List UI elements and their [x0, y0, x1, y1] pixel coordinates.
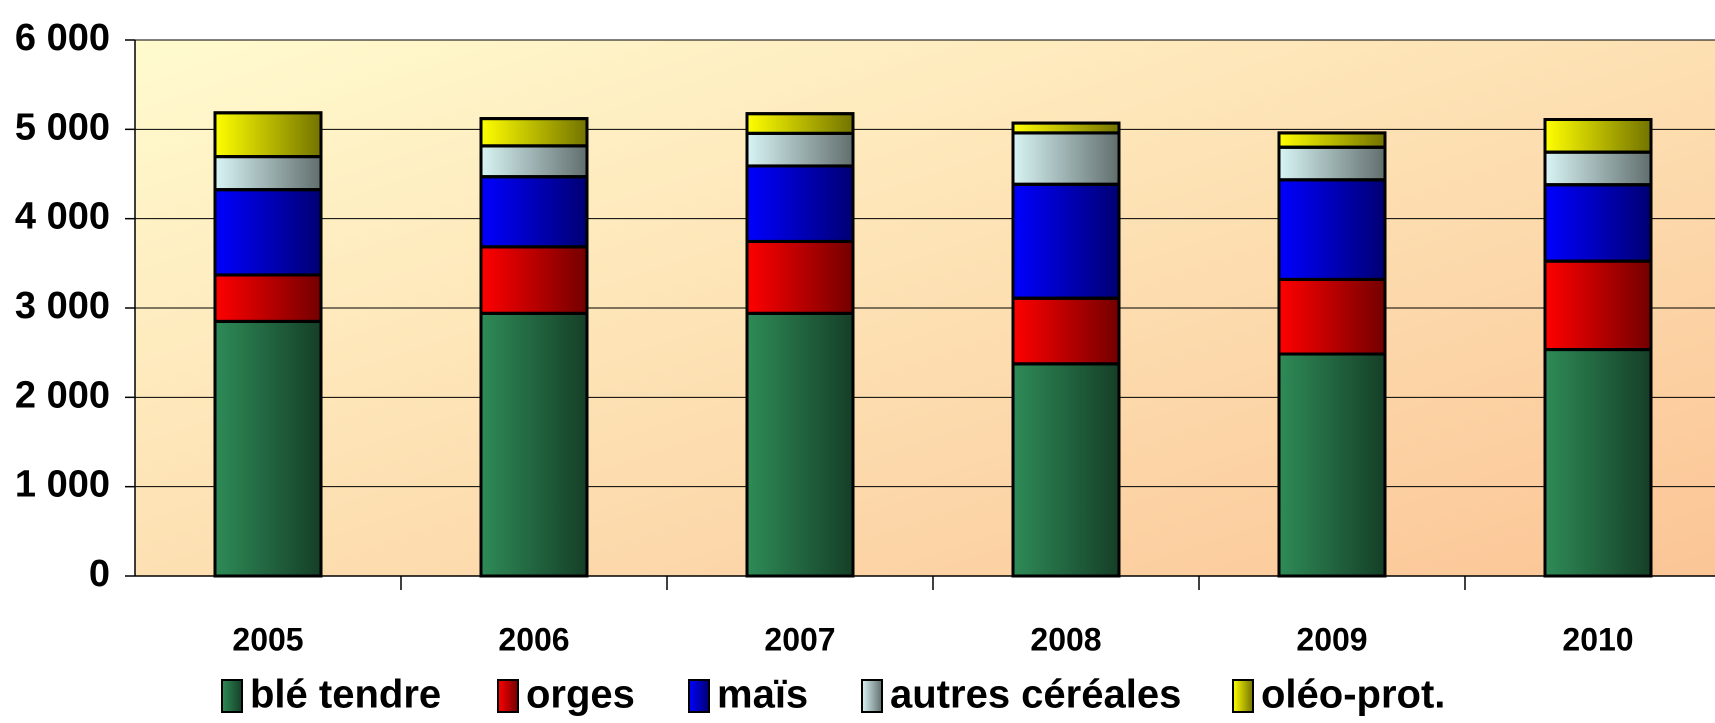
legend-swatch-shade: [861, 679, 883, 713]
legend-swatch-shade: [497, 679, 519, 713]
bar-shade: [1277, 131, 1387, 149]
bar-shade: [479, 175, 589, 249]
bar-shade: [1277, 178, 1387, 281]
bar-shade: [1011, 182, 1121, 300]
legend-label: blé tendre: [250, 673, 441, 717]
bar-shade: [1543, 150, 1653, 187]
bar-shade: [1011, 131, 1121, 186]
x-tick-label: 2008: [1030, 621, 1101, 657]
x-tick-label: 2009: [1296, 621, 1367, 657]
y-tick-label: 6 000: [15, 17, 110, 59]
y-tick-label: 4 000: [15, 196, 110, 238]
bar-shade: [1277, 352, 1387, 578]
bar-shade: [1277, 277, 1387, 356]
legend-label: oléo-prot.: [1261, 673, 1445, 717]
x-tick-label: 2010: [1562, 621, 1633, 657]
bar-shade: [479, 245, 589, 315]
legend-label: autres céréales: [890, 673, 1181, 717]
bar-shade: [745, 164, 855, 243]
bar-shade: [213, 155, 323, 192]
bar-shade: [213, 111, 323, 159]
x-tick-label: 2007: [764, 621, 835, 657]
y-tick-label: 2 000: [15, 374, 110, 416]
bar-shade: [479, 311, 589, 578]
bar-shade: [213, 319, 323, 578]
legend-swatch-shade: [221, 679, 243, 713]
bar-shade: [479, 144, 589, 179]
bar-shade: [1011, 121, 1121, 135]
legend-label: maïs: [717, 673, 808, 717]
bar-shade: [745, 311, 855, 578]
bar-shade: [1011, 362, 1121, 578]
y-tick-label: 1 000: [15, 464, 110, 506]
legend-label: orges: [526, 673, 635, 717]
bar-shade: [1543, 118, 1653, 154]
bar-shade: [213, 273, 323, 323]
bar-shade: [745, 131, 855, 168]
legend-swatch-shade: [1232, 679, 1254, 713]
bar-shade: [213, 188, 323, 277]
x-tick-label: 2006: [498, 621, 569, 657]
legend-swatch-shade: [688, 679, 710, 713]
bar-shade: [479, 117, 589, 148]
y-tick-label: 0: [89, 553, 110, 595]
bar-shade: [1543, 348, 1653, 578]
bar-shade: [745, 112, 855, 135]
x-tick-label: 2005: [232, 621, 303, 657]
bar-shade: [1011, 296, 1121, 366]
bar-shade: [1543, 259, 1653, 352]
y-tick-label: 5 000: [15, 106, 110, 148]
bar-shade: [1277, 145, 1387, 182]
bar-shade: [745, 239, 855, 315]
y-tick-label: 3 000: [15, 285, 110, 327]
bar-shade: [1543, 183, 1653, 263]
